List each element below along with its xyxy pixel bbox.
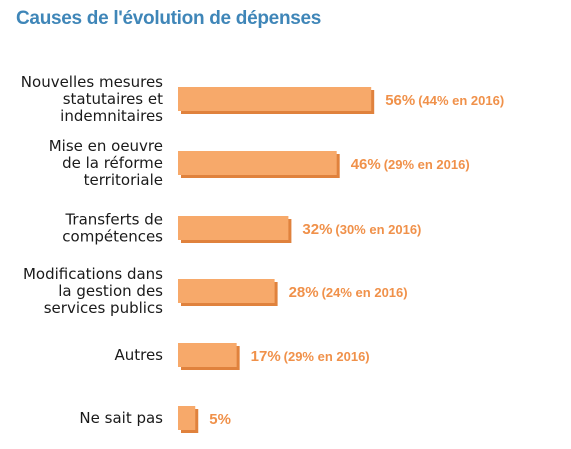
bar — [178, 151, 337, 175]
comparison-label: (29% en 2016) — [384, 157, 470, 172]
bar — [178, 406, 196, 430]
category-label: Nouvelles mesures statutaires et indemnita… — [21, 73, 163, 125]
comparison-label: (30% en 2016) — [335, 222, 421, 237]
category-label: Ne sait pas — [79, 409, 163, 427]
value-label: 56% — [385, 92, 415, 109]
chart-title: Causes de l'évolution de dépenses — [16, 8, 322, 29]
category-label: Autres — [114, 346, 163, 364]
bar — [178, 216, 289, 240]
value-label: 32% — [302, 221, 332, 238]
comparison-label: (24% en 2016) — [322, 285, 408, 300]
value-label: 46% — [351, 156, 381, 173]
value-label: 17% — [251, 348, 281, 365]
comparison-label: (29% en 2016) — [284, 349, 370, 364]
category-label: Modifications dans la gestion des services… — [23, 265, 163, 317]
bar — [178, 343, 237, 367]
bar — [178, 87, 372, 111]
value-label: 5% — [209, 411, 231, 428]
category-label: Transferts de compétences — [62, 211, 163, 246]
bar — [178, 279, 275, 303]
value-label: 28% — [289, 284, 319, 301]
comparison-label: (44% en 2016) — [418, 93, 504, 108]
category-label: Mise en oeuvre de la réforme territoriale — [49, 137, 163, 189]
